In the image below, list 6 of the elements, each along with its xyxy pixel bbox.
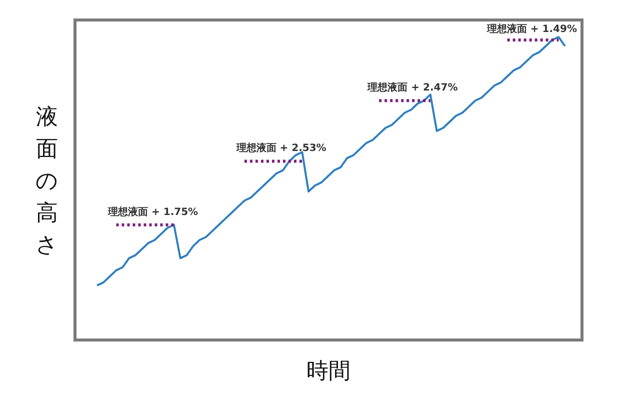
annotation: 理想液面 + 1.75% xyxy=(107,206,198,218)
y-axis-title: 液面の高さ xyxy=(36,105,58,258)
x-axis-title: 時間 xyxy=(306,359,350,384)
annotation: 理想液面 + 2.53% xyxy=(235,142,326,154)
text: 理想液面 + 1.49% xyxy=(486,23,577,35)
annotation: 理想液面 + 2.47% xyxy=(366,82,458,94)
